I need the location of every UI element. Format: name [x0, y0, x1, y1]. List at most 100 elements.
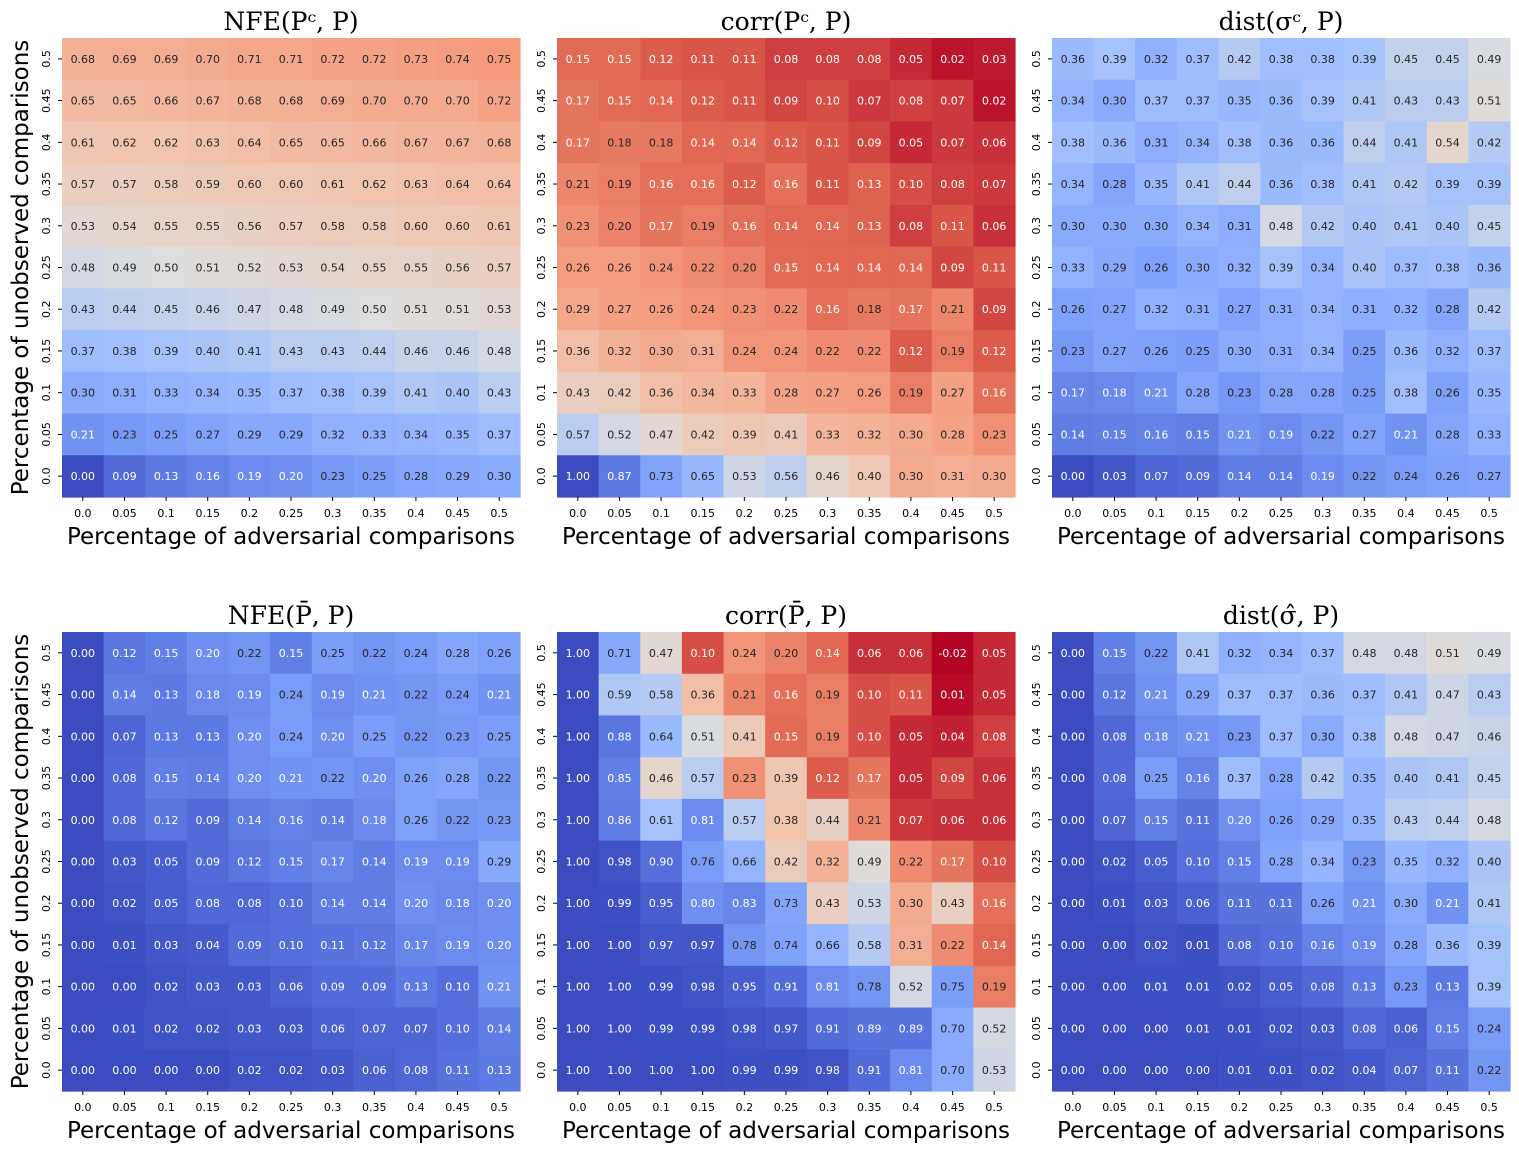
- cell-value-label: 0.50: [154, 262, 179, 275]
- heatmap-cell: [1385, 882, 1428, 925]
- cell-value-label: 0.00: [112, 981, 137, 994]
- heatmap-panel-2: 0.15 0.15 0.12 0.11 0.11 0.08 0.08 0.08 0.05 0.02…: [535, 7, 1016, 550]
- cell-value-label: 0.32: [857, 428, 882, 441]
- heatmap-cell: [395, 798, 438, 842]
- cell-value-label: 0.11: [1435, 1064, 1460, 1077]
- heatmap-cell: [62, 204, 105, 248]
- x-tick-label: 0.2: [736, 1101, 754, 1114]
- cell-value-label: 0.12: [732, 178, 757, 191]
- x-tick-label: 0.35: [857, 1101, 882, 1114]
- cell-value-label: 0.00: [154, 1064, 179, 1077]
- cell-value-label: 0.20: [607, 220, 632, 233]
- heatmap-cell: [1135, 246, 1178, 289]
- heatmap-cell: [478, 79, 521, 123]
- heatmap-cell: [890, 246, 933, 289]
- cell-value-label: 0.49: [857, 856, 882, 869]
- heatmap-cell: [1301, 121, 1345, 164]
- heatmap-cell: [1260, 965, 1303, 1009]
- heatmap-cell: [1052, 455, 1095, 498]
- cell-value-label: 0.16: [649, 178, 674, 191]
- heatmap-cell: [890, 204, 933, 248]
- heatmap-cell: [436, 715, 479, 758]
- cell-value-label: 0.28: [1102, 178, 1127, 191]
- cell-value-label: 0.22: [487, 772, 512, 785]
- cell-value-label: 0.41: [732, 730, 757, 743]
- heatmap-cell: [1260, 757, 1303, 800]
- cell-value-label: 0.18: [445, 897, 470, 910]
- heatmap-cell: [1260, 1049, 1303, 1092]
- heatmap-cell: [1052, 288, 1095, 331]
- x-tick-label: 0.5: [490, 1101, 508, 1114]
- heatmap-cell: [1176, 288, 1220, 331]
- heatmap-cell: [1343, 1049, 1386, 1092]
- cell-value-label: 0.16: [279, 814, 304, 827]
- cell-value-label: 0.29: [487, 856, 512, 869]
- heatmap-cell: [478, 163, 521, 206]
- x-tick-label: 0.35: [857, 507, 882, 520]
- cell-value-label: 0.58: [154, 178, 179, 191]
- cell-value-label: 0.45: [1477, 220, 1502, 233]
- cell-value-label: 0.48: [1352, 647, 1377, 660]
- cell-value-label: 0.30: [1102, 95, 1127, 108]
- cell-value-label: 0.38: [112, 345, 137, 358]
- heatmap-cell: [228, 163, 271, 206]
- heatmap-cell: [931, 673, 974, 717]
- cell-value-label: 0.24: [1477, 1022, 1502, 1035]
- cell-value-label: 0.06: [279, 981, 304, 994]
- cell-value-label: 0.37: [1185, 95, 1210, 108]
- cell-value-label: 0.07: [1102, 814, 1127, 827]
- cell-value-label: 0.21: [857, 814, 882, 827]
- heatmap-cell: [848, 330, 891, 373]
- cell-value-label: 0.46: [649, 772, 674, 785]
- cell-value-label: 0.19: [445, 939, 470, 952]
- cell-value-label: 0.14: [899, 262, 924, 275]
- x-tick-label: 0.5: [1480, 507, 1498, 520]
- cell-value-label: 0.16: [815, 303, 840, 316]
- heatmap-cell: [848, 288, 891, 331]
- heatmap-cell: [931, 246, 974, 289]
- heatmap-cell: [557, 163, 600, 206]
- y-tick-label: 0.3: [535, 217, 548, 235]
- heatmap-cell: [598, 163, 641, 206]
- heatmap-cell: [931, 882, 974, 925]
- heatmap-cell: [1385, 757, 1428, 800]
- cell-value-label: 0.41: [1352, 95, 1377, 108]
- cell-value-label: 0.43: [1435, 95, 1460, 108]
- heatmap-cell: [62, 413, 105, 456]
- heatmap-cell: [1260, 121, 1303, 164]
- cell-value-label: 0.26: [1435, 470, 1460, 483]
- heatmap-cell: [765, 965, 808, 1009]
- heatmap-cell: [1135, 882, 1178, 925]
- heatmap-cell: [1135, 79, 1178, 123]
- heatmap-cell: [973, 882, 1016, 925]
- heatmap-cell: [1426, 1007, 1469, 1050]
- heatmap-cell: [723, 38, 766, 81]
- heatmap-cell: [557, 1007, 600, 1050]
- cell-value-label: 0.42: [1394, 178, 1419, 191]
- cell-value-label: 0.17: [649, 220, 674, 233]
- x-tick-label: 0.4: [1397, 507, 1415, 520]
- heatmap-cell: [270, 288, 313, 331]
- heatmap-cell: [1218, 204, 1261, 248]
- heatmap-cell: [311, 455, 355, 498]
- cell-value-label: 0.07: [899, 814, 924, 827]
- cell-value-label: 0.07: [982, 178, 1007, 191]
- heatmap-cell: [62, 798, 105, 842]
- cell-value-label: 0.06: [982, 220, 1007, 233]
- cell-value-label: 0.78: [857, 981, 882, 994]
- cell-value-label: 0.62: [112, 136, 137, 149]
- cell-value-label: 0.37: [1185, 53, 1210, 66]
- cell-value-label: 0.41: [1394, 689, 1419, 702]
- cell-value-label: 0.23: [320, 470, 345, 483]
- heatmap-cell: [1385, 715, 1428, 758]
- cell-value-label: 0.49: [1477, 647, 1502, 660]
- heatmap-cell: [395, 757, 438, 800]
- heatmap-cell: [1468, 965, 1511, 1009]
- x-tick-label: 0.05: [112, 507, 137, 520]
- heatmap-cell: [1385, 673, 1428, 717]
- heatmap-cell: [557, 715, 600, 758]
- x-tick-label: 0.25: [1269, 1101, 1294, 1114]
- heatmap-cell: [62, 371, 105, 415]
- cell-value-label: 0.00: [1061, 647, 1086, 660]
- heatmap-cell: [478, 715, 521, 758]
